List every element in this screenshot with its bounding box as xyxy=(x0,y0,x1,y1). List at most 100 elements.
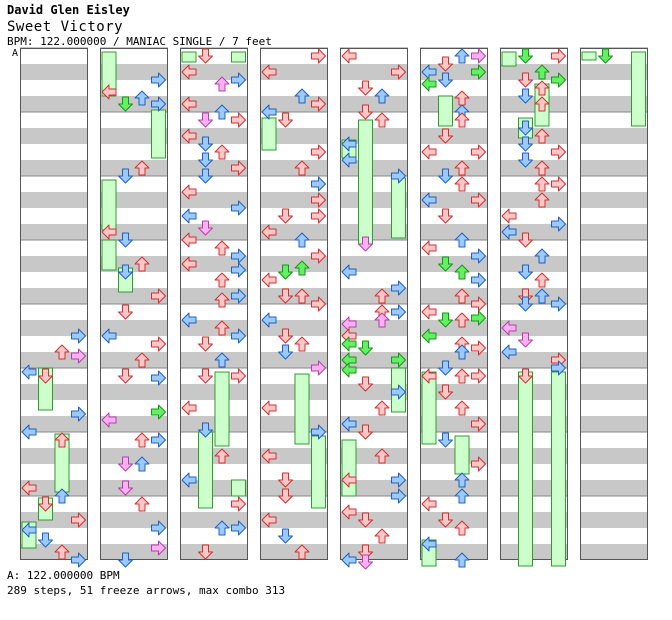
down-arrow-icon xyxy=(518,88,533,104)
panel-stripe xyxy=(340,352,408,368)
right-arrow-icon xyxy=(151,520,166,536)
right-arrow-icon xyxy=(71,328,86,344)
up-arrow-icon xyxy=(454,368,470,384)
panel-stripe xyxy=(100,256,168,272)
up-arrow-icon xyxy=(454,288,470,304)
panel-stripe xyxy=(260,288,328,304)
up-arrow-icon xyxy=(454,520,470,536)
left-arrow-icon xyxy=(341,264,357,280)
right-arrow-icon xyxy=(151,540,166,556)
up-arrow-icon xyxy=(454,344,470,360)
panel-stripe xyxy=(20,384,88,400)
down-arrow-icon xyxy=(278,344,293,360)
right-arrow-icon xyxy=(71,552,86,568)
panel-stripe xyxy=(260,544,328,560)
panel-stripe xyxy=(340,416,408,432)
up-arrow-icon xyxy=(214,292,230,308)
panel-stripe xyxy=(180,288,248,304)
left-arrow-icon xyxy=(341,552,357,568)
down-arrow-icon xyxy=(438,432,453,448)
right-arrow-icon xyxy=(231,288,246,304)
panel-stripe xyxy=(580,288,648,304)
freeze-arrow-body xyxy=(101,239,117,271)
panel-stripe xyxy=(100,160,168,176)
panel-stripe xyxy=(500,288,568,304)
right-arrow-icon xyxy=(311,176,326,192)
panel-stripe xyxy=(420,64,488,80)
panel-stripe xyxy=(180,416,248,432)
up-arrow-icon xyxy=(454,176,470,192)
panel-stripe xyxy=(180,384,248,400)
up-arrow-icon xyxy=(534,96,550,112)
down-arrow-icon xyxy=(118,168,133,184)
right-arrow-icon xyxy=(551,216,566,232)
up-arrow-icon xyxy=(294,160,310,176)
right-arrow-icon xyxy=(71,512,86,528)
down-arrow-icon xyxy=(198,48,213,64)
right-arrow-icon xyxy=(391,280,406,296)
down-arrow-icon xyxy=(518,152,533,168)
panel-border xyxy=(260,48,328,560)
left-arrow-icon xyxy=(421,328,437,344)
down-arrow-icon xyxy=(118,304,133,320)
down-arrow-icon xyxy=(198,368,213,384)
freeze-arrow-body xyxy=(438,95,453,127)
panel-stripe xyxy=(420,192,488,208)
left-arrow-icon xyxy=(421,192,437,208)
down-arrow-icon xyxy=(438,168,453,184)
right-arrow-icon xyxy=(391,384,406,400)
panel-stripe xyxy=(100,320,168,336)
down-arrow-icon xyxy=(438,312,453,328)
panel-stripe xyxy=(20,448,88,464)
up-arrow-icon xyxy=(134,352,150,368)
right-arrow-icon xyxy=(471,310,486,326)
left-arrow-icon xyxy=(421,536,437,552)
up-arrow-icon xyxy=(134,160,150,176)
left-arrow-icon xyxy=(21,364,37,380)
up-arrow-icon xyxy=(534,80,550,96)
down-arrow-icon xyxy=(118,480,133,496)
down-arrow-icon xyxy=(278,528,293,544)
down-arrow-icon xyxy=(198,336,213,352)
left-arrow-icon xyxy=(181,184,197,200)
right-arrow-icon xyxy=(391,472,406,488)
right-arrow-icon xyxy=(471,456,486,472)
left-arrow-icon xyxy=(181,128,197,144)
panel-stripe xyxy=(180,96,248,112)
left-arrow-icon xyxy=(421,368,437,384)
panel-stripe xyxy=(20,544,88,560)
down-arrow-icon xyxy=(438,56,453,72)
panel-stripe xyxy=(260,64,328,80)
freeze-arrow-body xyxy=(581,51,597,61)
down-arrow-icon xyxy=(358,340,373,356)
panel-stripe xyxy=(420,448,488,464)
left-arrow-icon xyxy=(341,152,357,168)
panel-stripe xyxy=(180,128,248,144)
panel-stripe xyxy=(180,512,248,528)
panel-stripe xyxy=(20,288,88,304)
right-arrow-icon xyxy=(551,176,566,192)
panel-stripe xyxy=(100,288,168,304)
right-arrow-icon xyxy=(231,262,246,278)
left-arrow-icon xyxy=(261,224,277,240)
down-arrow-icon xyxy=(118,232,133,248)
left-arrow-icon xyxy=(181,232,197,248)
right-arrow-icon xyxy=(471,416,486,432)
up-arrow-icon xyxy=(294,288,310,304)
left-arrow-icon xyxy=(101,328,117,344)
left-arrow-icon xyxy=(181,64,197,80)
freeze-arrow-body xyxy=(214,371,230,447)
left-arrow-icon xyxy=(181,208,197,224)
left-arrow-icon xyxy=(101,84,117,100)
right-arrow-icon xyxy=(471,248,486,264)
up-arrow-icon xyxy=(454,264,470,280)
freeze-arrow-body xyxy=(551,371,566,567)
left-arrow-icon xyxy=(421,144,437,160)
down-arrow-icon xyxy=(438,128,453,144)
right-arrow-icon xyxy=(551,72,566,88)
freeze-arrow-body xyxy=(198,431,213,509)
left-arrow-icon xyxy=(421,240,437,256)
panel-stripe xyxy=(180,224,248,240)
right-arrow-icon xyxy=(311,360,326,376)
panel-stripe xyxy=(420,224,488,240)
